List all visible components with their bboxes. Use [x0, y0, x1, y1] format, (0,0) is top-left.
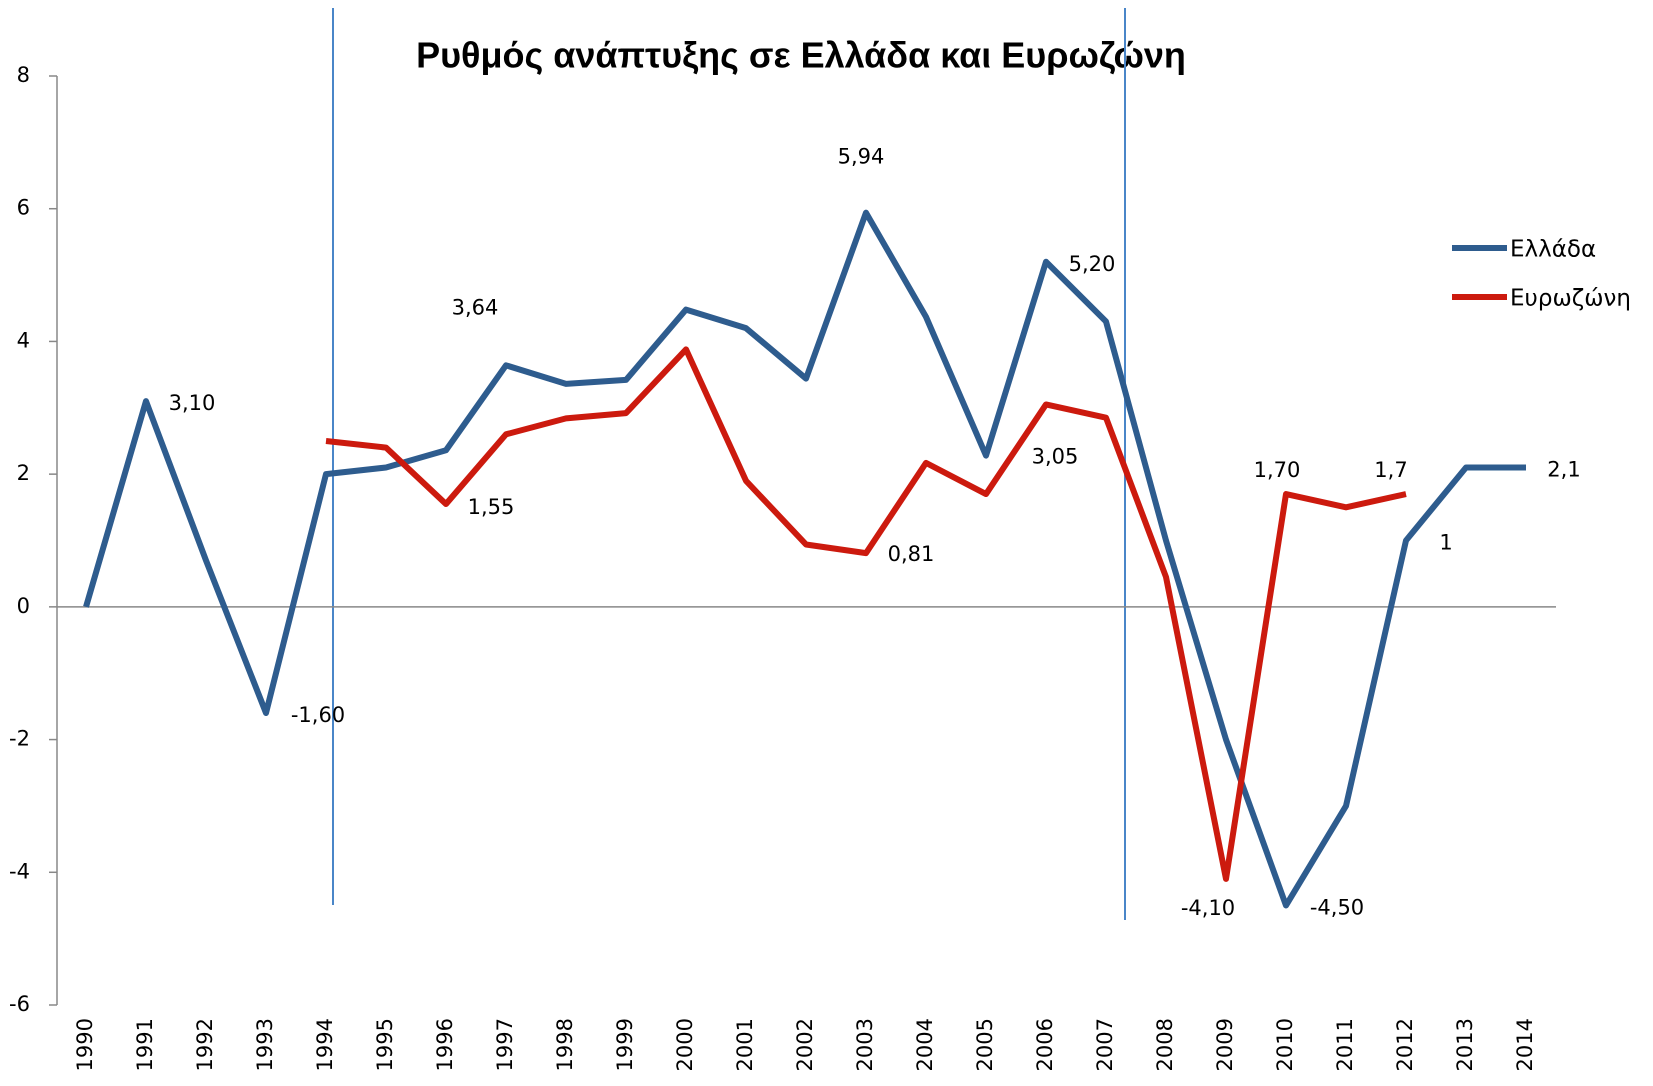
- y-tick-label: 2: [17, 461, 30, 485]
- y-tick-label: -4: [9, 859, 30, 883]
- data-label: 1,55: [468, 495, 515, 519]
- x-tick-label: 2014: [1513, 1018, 1537, 1071]
- data-label: 0,81: [888, 542, 935, 566]
- x-tick-label: 1990: [73, 1018, 97, 1071]
- y-tick-label: 6: [17, 196, 30, 220]
- x-tick-label: 1999: [613, 1018, 637, 1071]
- data-label: 2,1: [1547, 458, 1580, 482]
- x-tick-label: 1991: [133, 1018, 157, 1071]
- x-tick-label: 2007: [1093, 1018, 1117, 1071]
- y-tick-label: 4: [17, 328, 30, 352]
- data-label: 1,7: [1374, 458, 1407, 482]
- x-tick-label: 2009: [1213, 1018, 1237, 1071]
- x-tick-label: 1994: [313, 1018, 337, 1071]
- x-tick-label: 2006: [1033, 1018, 1057, 1071]
- x-tick-label: 2001: [733, 1018, 757, 1071]
- data-label: 3,05: [1032, 444, 1079, 468]
- x-tick-label: 2004: [913, 1018, 937, 1071]
- data-label: 1: [1439, 531, 1452, 555]
- x-tick-label: 1995: [373, 1018, 397, 1071]
- data-label: 3,10: [169, 391, 216, 415]
- legend-label: Ελλάδα: [1510, 237, 1596, 263]
- series-line: [83, 209, 1526, 909]
- x-tick-label: 2005: [973, 1018, 997, 1071]
- x-tick-label: 1997: [493, 1018, 517, 1071]
- data-label: -4,10: [1181, 896, 1235, 920]
- x-tick-label: 1993: [253, 1018, 277, 1071]
- x-tick-label: 2000: [673, 1018, 697, 1071]
- series-line: [325, 346, 1407, 882]
- x-tick-label: 2008: [1153, 1018, 1177, 1071]
- data-label: -1,60: [291, 703, 345, 727]
- x-tick-label: 2003: [853, 1018, 877, 1071]
- x-tick-label: 2012: [1393, 1018, 1417, 1071]
- x-tick-label: 2013: [1453, 1018, 1477, 1071]
- data-label: 3,64: [452, 295, 499, 319]
- x-tick-label: 1992: [193, 1018, 217, 1071]
- y-tick-label: 0: [17, 594, 30, 618]
- y-tick-label: -2: [9, 727, 30, 751]
- data-label: 5,94: [838, 145, 885, 169]
- x-tick-label: 2010: [1273, 1018, 1297, 1071]
- x-tick-label: 2002: [793, 1018, 817, 1071]
- data-label: -4,50: [1310, 895, 1364, 919]
- x-tick-label: 1996: [433, 1018, 457, 1071]
- legend-label: Ευρωζώνη: [1510, 286, 1631, 312]
- y-tick-label: 8: [17, 63, 30, 87]
- data-label: 5,20: [1069, 252, 1116, 276]
- x-tick-label: 2011: [1333, 1018, 1357, 1071]
- x-tick-label: 1998: [553, 1018, 577, 1071]
- chart-title: Ρυθμός ανάπτυξης σε Ελλάδα και Ευρωζώνη: [416, 35, 1186, 76]
- data-label: 1,70: [1254, 458, 1301, 482]
- y-tick-label: -6: [9, 992, 30, 1016]
